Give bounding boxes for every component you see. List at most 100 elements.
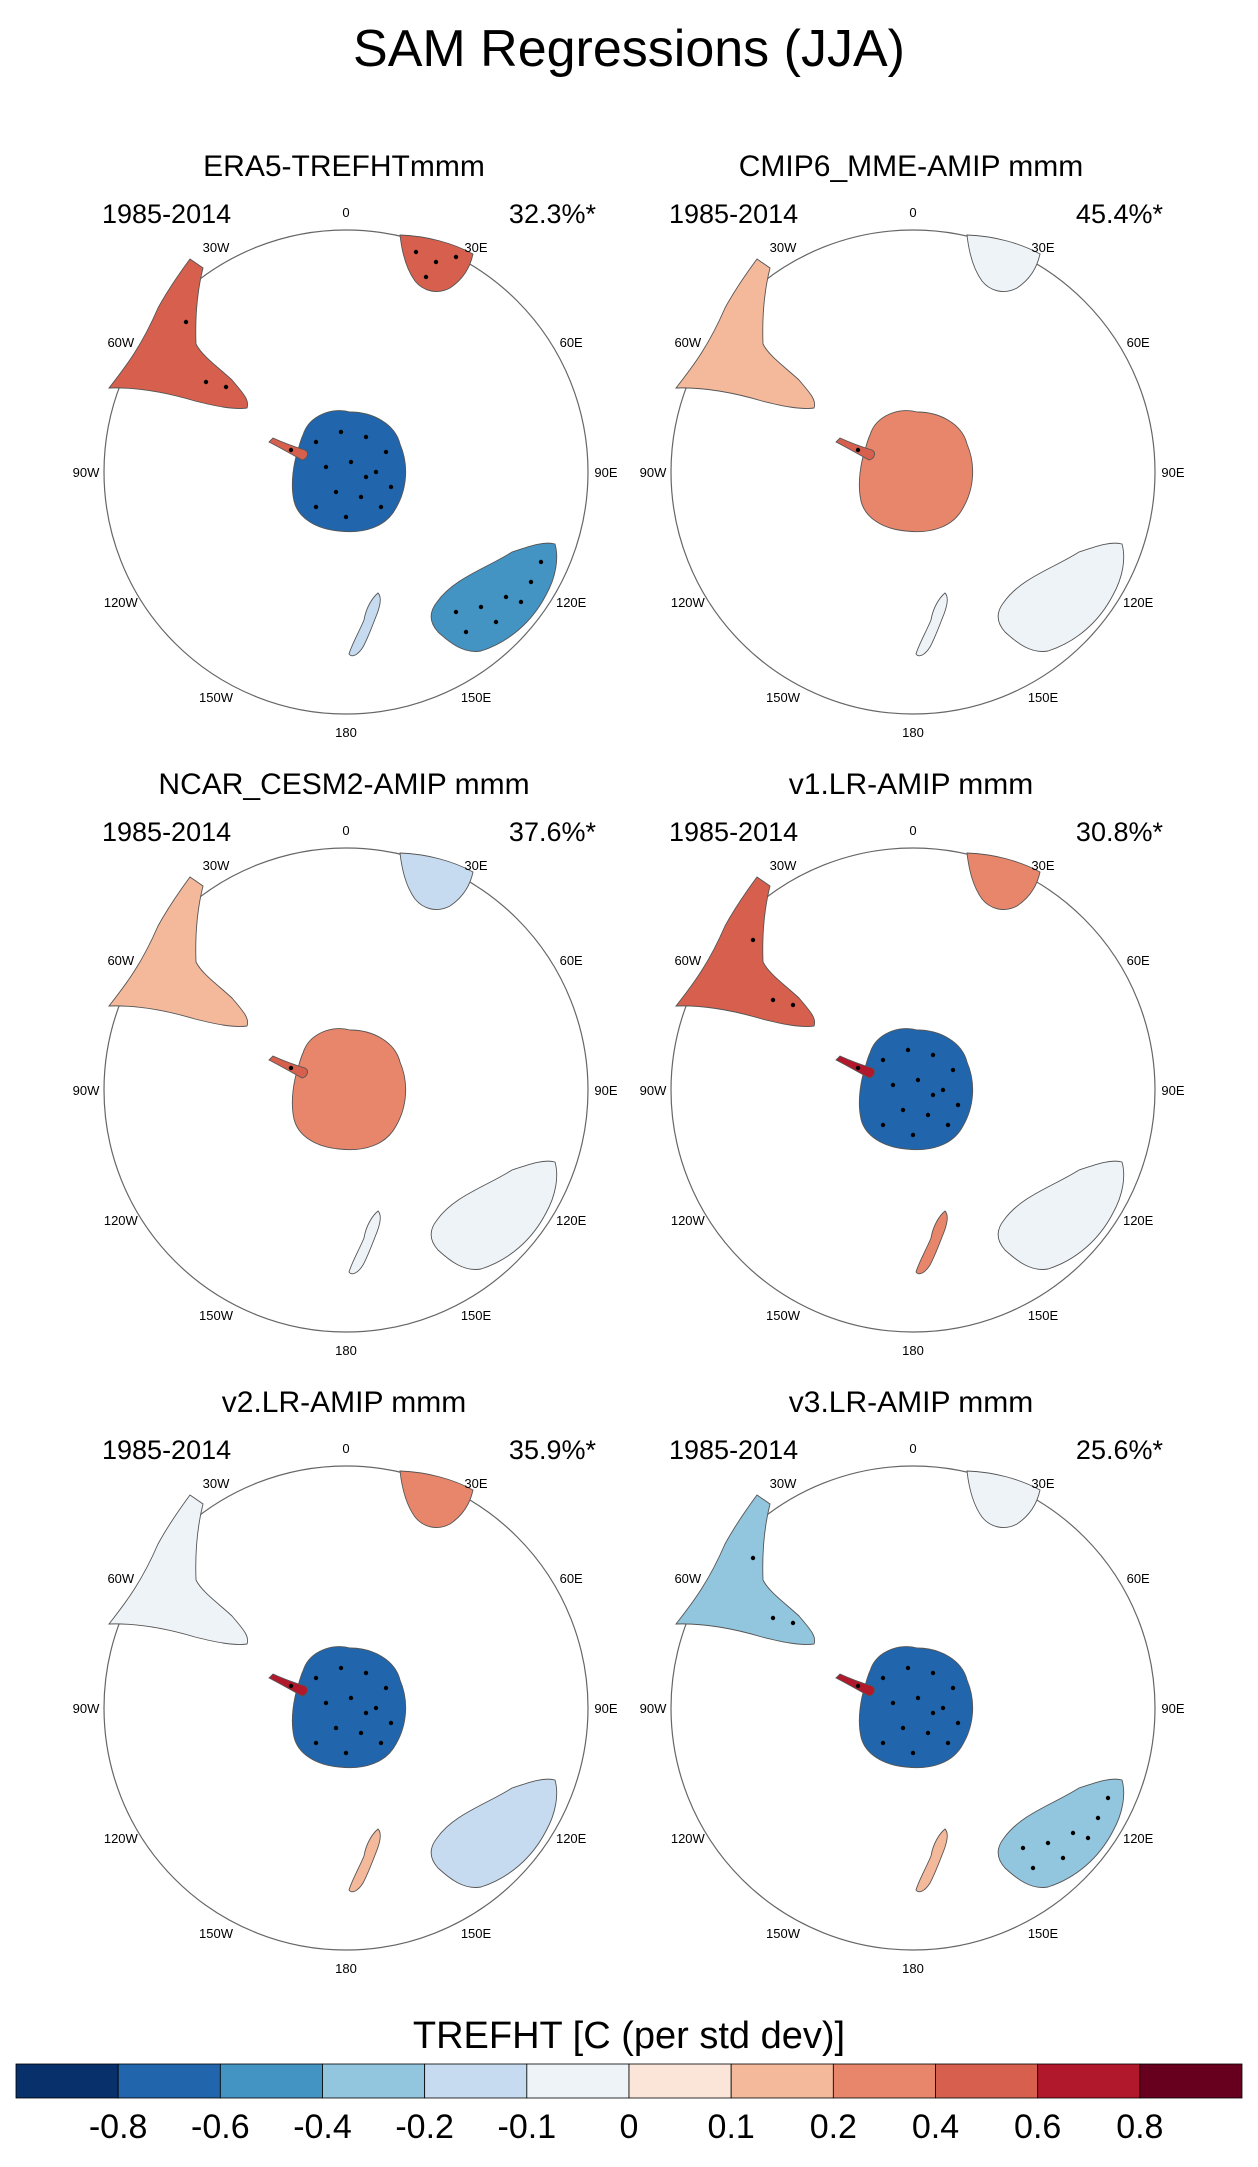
panel-percentage: 37.6%* — [509, 817, 597, 847]
significance-dot — [945, 1122, 951, 1128]
region-south-africa — [399, 852, 474, 910]
significance-dot — [940, 1087, 946, 1093]
colorbar-swatch — [832, 2063, 936, 2099]
significance-dot — [383, 449, 389, 455]
region-antarctica — [858, 1646, 974, 1769]
colorbar-swatch — [935, 2063, 1039, 2099]
longitude-label: 150W — [199, 690, 234, 705]
panel-title: ERA5-TREFHTmmm — [203, 150, 485, 183]
significance-dot — [313, 1740, 319, 1746]
longitude-label: 120W — [671, 1831, 706, 1846]
significance-dot — [338, 429, 344, 435]
longitude-label: 120W — [104, 1831, 139, 1846]
longitude-label: 60E — [560, 335, 583, 350]
significance-dot — [538, 559, 544, 565]
significance-dot — [363, 474, 369, 480]
significance-dot — [950, 1067, 956, 1073]
significance-dot — [358, 494, 364, 500]
panel-period: 1985-2014 — [669, 1435, 798, 1465]
longitude-label: 120W — [104, 595, 139, 610]
panel-period: 1985-2014 — [102, 817, 231, 847]
panel-title: CMIP6_MME-AMIP mmm — [739, 150, 1083, 183]
region-new-zealand — [915, 1828, 948, 1893]
longitude-label: 150E — [1028, 690, 1059, 705]
longitude-label: 90E — [594, 1083, 617, 1098]
region-south-america — [108, 258, 249, 409]
colorbar-title: TREFHT [C (per std dev)] — [413, 2015, 845, 2057]
region-south-america — [675, 876, 816, 1027]
significance-dot — [930, 1092, 936, 1098]
significance-dot — [528, 579, 534, 585]
panel-period: 1985-2014 — [102, 199, 231, 229]
region-south-africa — [399, 1470, 474, 1528]
significance-dot — [203, 379, 209, 385]
figure-title: SAM Regressions (JJA) — [353, 20, 905, 78]
region-australia — [430, 1778, 558, 1888]
significance-dot — [905, 1047, 911, 1053]
significance-dot — [855, 1065, 861, 1071]
significance-dot — [930, 1052, 936, 1058]
longitude-label: 60W — [674, 335, 701, 350]
panel-period: 1985-2014 — [102, 1435, 231, 1465]
significance-dot — [930, 1670, 936, 1676]
significance-dot — [880, 1122, 886, 1128]
significance-dot — [333, 489, 339, 495]
significance-dot — [1020, 1845, 1026, 1851]
significance-dot — [453, 254, 459, 260]
longitude-label: 60E — [1127, 953, 1150, 968]
longitude-label: 60W — [674, 1571, 701, 1586]
region-antarctic-peninsula — [268, 437, 309, 461]
longitude-label: 30E — [1031, 240, 1054, 255]
region-antarctica — [291, 1646, 407, 1769]
longitude-label: 30W — [770, 240, 797, 255]
region-south-america — [675, 258, 816, 409]
colorbar-tick-label: 0.2 — [810, 2108, 857, 2146]
region-antarctica — [291, 1028, 407, 1151]
longitude-label: 180 — [335, 1343, 357, 1358]
longitude-label: 120E — [556, 595, 587, 610]
significance-dot — [333, 1725, 339, 1731]
region-australia — [997, 1778, 1125, 1888]
region-australia — [997, 542, 1125, 652]
colorbar-tick-label: 0.6 — [1014, 2108, 1061, 2146]
colorbar-tick-label: 0.1 — [708, 2108, 755, 2146]
longitude-label: 120E — [1123, 595, 1154, 610]
longitude-label: 0 — [909, 823, 916, 838]
panel-period: 1985-2014 — [669, 199, 798, 229]
significance-dot — [925, 1730, 931, 1736]
panel-percentage: 45.4%* — [1076, 199, 1164, 229]
region-south-america — [108, 876, 249, 1027]
longitude-label: 30E — [464, 240, 487, 255]
longitude-label: 60W — [674, 953, 701, 968]
significance-dot — [348, 459, 354, 465]
significance-dot — [323, 1700, 329, 1706]
significance-dot — [313, 1675, 319, 1681]
longitude-label: 150W — [766, 1308, 801, 1323]
colorbar-tick-label: -0.8 — [89, 2108, 148, 2146]
significance-dot — [388, 484, 394, 490]
colorbar-swatch — [15, 2063, 119, 2099]
longitude-label: 150E — [461, 1926, 492, 1941]
significance-dot — [463, 629, 469, 635]
significance-dot — [770, 997, 776, 1003]
longitude-label: 180 — [902, 1961, 924, 1976]
region-new-zealand — [348, 1210, 381, 1275]
region-south-america — [675, 1494, 816, 1645]
longitude-label: 150W — [199, 1926, 234, 1941]
region-new-zealand — [915, 1210, 948, 1275]
longitude-label: 90E — [594, 465, 617, 480]
significance-dot — [910, 1132, 916, 1138]
significance-dot — [1060, 1855, 1066, 1861]
significance-dot — [1045, 1840, 1051, 1846]
longitude-label: 120E — [1123, 1831, 1154, 1846]
significance-dot — [313, 439, 319, 445]
colorbar-swatch — [322, 2063, 426, 2099]
significance-dot — [900, 1725, 906, 1731]
significance-dot — [518, 599, 524, 605]
colorbar-tick-label: 0 — [620, 2108, 639, 2146]
colorbar-swatch — [117, 2063, 221, 2099]
significance-dot — [478, 604, 484, 610]
significance-dot — [1030, 1865, 1036, 1871]
longitude-label: 90E — [1161, 1701, 1184, 1716]
significance-dot — [183, 319, 189, 325]
